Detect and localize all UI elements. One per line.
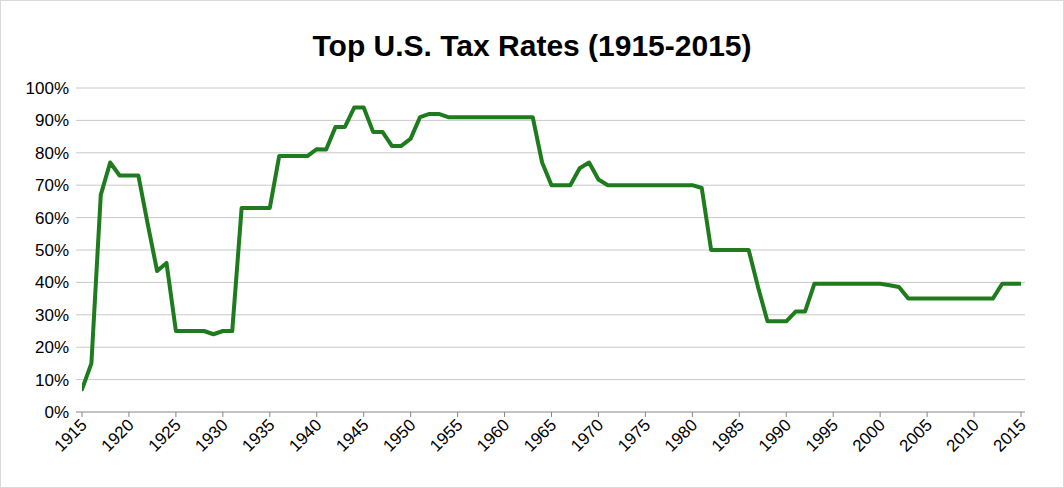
x-tick <box>833 412 834 417</box>
y-tick-label: 20% <box>35 338 69 357</box>
x-tick <box>880 412 881 417</box>
title: Top U.S. Tax Rates (1915-2015) <box>312 29 751 62</box>
x-tick-label: 1960 <box>473 415 513 455</box>
x-tick-label: 1970 <box>567 415 607 455</box>
grid-line <box>76 250 1025 251</box>
x-tick <box>504 412 505 417</box>
y-tick-label: 10% <box>35 371 69 390</box>
x-tick <box>692 412 693 417</box>
x-tick-label: 1935 <box>238 415 278 455</box>
y-tick-label: 30% <box>35 306 69 325</box>
grid-line <box>76 314 1025 315</box>
x-tick <box>128 412 129 417</box>
grid-line <box>76 412 1025 413</box>
x-tick-label: 1965 <box>520 415 560 455</box>
y-tick-label: 100% <box>26 79 69 98</box>
x-tick <box>739 412 740 417</box>
x-tick <box>598 412 599 417</box>
x-tick-label: 1930 <box>191 415 231 455</box>
x-tick <box>974 412 975 417</box>
x-tick <box>551 412 552 417</box>
grid-line <box>76 152 1025 153</box>
x-tick-label: 1945 <box>332 415 372 455</box>
x-tick-label: 1920 <box>98 415 138 455</box>
x-tick <box>786 412 787 417</box>
x-tick-label: 1950 <box>379 415 419 455</box>
y-tick-label: 90% <box>35 111 69 130</box>
x-tick-label: 1980 <box>661 415 701 455</box>
y-tick-label: 60% <box>35 209 69 228</box>
grid-line <box>76 88 1025 89</box>
y-tick-label: 70% <box>35 176 69 195</box>
chart-border <box>1 1 1064 488</box>
data-line <box>82 107 1021 389</box>
y-tick-label: 50% <box>35 241 69 260</box>
x-tick <box>82 412 83 417</box>
x-tick <box>316 412 317 417</box>
grid-line <box>76 347 1025 348</box>
x-tick-label: 1925 <box>145 415 185 455</box>
x-tick <box>222 412 223 417</box>
x-tick <box>927 412 928 417</box>
x-tick <box>1021 412 1022 417</box>
y-tick-label: 0% <box>44 403 69 422</box>
plot-area <box>82 107 1021 389</box>
x-tick-label: 2000 <box>849 415 889 455</box>
y-tick-label: 80% <box>35 144 69 163</box>
x-tick <box>645 412 646 417</box>
x-tick <box>363 412 364 417</box>
x-tick-label: 1915 <box>51 415 91 455</box>
grid <box>76 88 1025 412</box>
x-tick <box>269 412 270 417</box>
y-tick-label: 40% <box>35 273 69 292</box>
grid-line <box>76 120 1025 121</box>
x-tick <box>410 412 411 417</box>
x-tick-label: 1985 <box>708 415 748 455</box>
x-tick-label: 1940 <box>285 415 325 455</box>
x-tick-label: 1995 <box>802 415 842 455</box>
x-tick-label: 2015 <box>990 415 1030 455</box>
x-tick-label: 1990 <box>755 415 795 455</box>
x-tick <box>175 412 176 417</box>
x-tick <box>457 412 458 417</box>
x-tick-label: 1975 <box>614 415 654 455</box>
x-tick-label: 2005 <box>896 415 936 455</box>
x-tick-label: 2010 <box>943 415 983 455</box>
x-tick-label: 1955 <box>426 415 466 455</box>
chart: Top U.S. Tax Rates (1915-2015) 0% 10% 20% 30… <box>0 0 1064 488</box>
grid-line <box>76 217 1025 218</box>
grid-line <box>76 379 1025 380</box>
